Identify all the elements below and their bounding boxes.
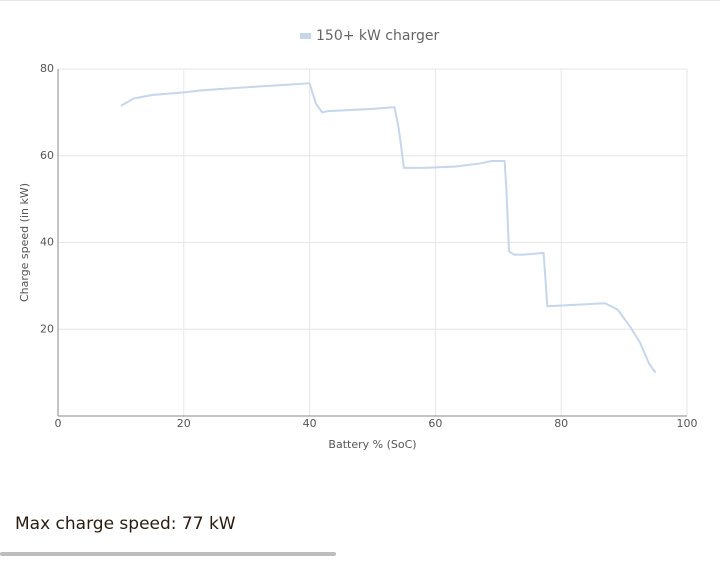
summary-text: Max charge speed: 77 kW bbox=[15, 514, 236, 534]
x-tick-label: 20 bbox=[177, 417, 191, 430]
line-series bbox=[120, 82, 657, 374]
y-axis-label: Charge speed (in kW) bbox=[18, 183, 31, 302]
y-tick-label: 80 bbox=[40, 62, 54, 75]
x-tick-label: 0 bbox=[55, 417, 62, 430]
y-tick-label: 20 bbox=[40, 322, 54, 335]
y-tick-label: 60 bbox=[40, 149, 54, 162]
legend-label: 150+ kW charger bbox=[316, 28, 439, 44]
x-tick-label: 80 bbox=[554, 417, 568, 430]
x-axis-label: Battery % (SoC) bbox=[328, 438, 416, 451]
x-tick-label: 100 bbox=[677, 417, 698, 430]
scrollbar[interactable] bbox=[0, 552, 336, 556]
y-tick-label: 40 bbox=[40, 236, 54, 249]
x-tick-label: 40 bbox=[303, 417, 317, 430]
x-tick-label: 60 bbox=[428, 417, 442, 430]
legend-swatch bbox=[300, 33, 311, 39]
